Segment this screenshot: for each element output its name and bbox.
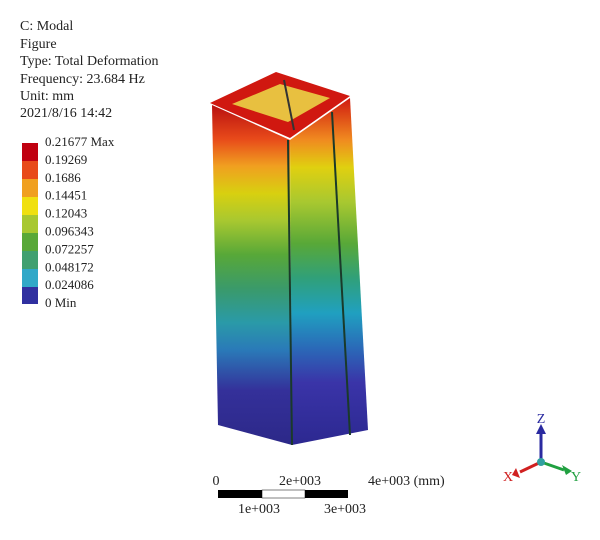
triad-y-head xyxy=(562,465,572,475)
scale-label: 1e+003 xyxy=(238,502,280,517)
column-left-face xyxy=(212,105,292,445)
legend-label: 0.21677 Max xyxy=(45,134,115,149)
legend-label: 0.14451 xyxy=(45,188,87,203)
header-line: C: Modal xyxy=(20,19,73,34)
header-line: Frequency: 23.684 Hz xyxy=(20,72,145,87)
legend-swatch xyxy=(22,143,38,161)
scale-segment xyxy=(261,489,306,499)
triad-origin xyxy=(537,458,545,466)
model xyxy=(210,72,368,446)
scale-segment xyxy=(218,490,262,498)
column-opening xyxy=(232,84,330,122)
scale-bar: 0 2e+003 4e+003 (mm) 1e+003 3e+003 xyxy=(213,474,446,517)
column-right-face xyxy=(290,98,368,445)
legend-label: 0.072257 xyxy=(45,241,94,256)
scale-label: 3e+003 xyxy=(324,502,366,517)
legend-label: 0.19269 xyxy=(45,152,87,167)
legend-swatch xyxy=(22,233,38,251)
header-line: Type: Total Deformation xyxy=(20,54,159,69)
triad-label: Z xyxy=(537,412,546,427)
header: C: Modal Figure Type: Total Deformation … xyxy=(20,19,159,121)
legend-label: 0.024086 xyxy=(45,277,94,292)
triad-label: X xyxy=(503,470,513,485)
scale-segment xyxy=(305,490,348,498)
header-line: Figure xyxy=(20,37,57,52)
header-line: Unit: mm xyxy=(20,89,74,104)
legend-swatch xyxy=(22,269,38,287)
scale-label: 2e+003 xyxy=(279,474,321,489)
legend-label: 0.096343 xyxy=(45,223,94,238)
scale-label: 0 xyxy=(213,474,220,489)
triad-z-head xyxy=(536,424,546,434)
column-seam xyxy=(331,111,351,436)
legend-swatch xyxy=(22,287,38,304)
legend: 0.21677 Max 0.19269 0.1686 0.14451 0.12043 0.… xyxy=(22,134,115,310)
legend-label: 0.12043 xyxy=(45,206,87,221)
legend-swatch xyxy=(22,179,38,197)
legend-label: 0.1686 xyxy=(45,170,81,185)
legend-swatch xyxy=(22,251,38,269)
scale-label: 4e+003 (mm) xyxy=(368,474,445,489)
triad-label: Y xyxy=(571,470,581,485)
legend-swatch xyxy=(22,161,38,179)
axis-triad: Z X Y xyxy=(503,412,581,485)
legend-swatch xyxy=(22,215,38,233)
header-line: 2021/8/16 14:42 xyxy=(20,106,112,121)
triad-x-head xyxy=(512,468,520,478)
column-inner-edge xyxy=(283,79,295,131)
triad-y xyxy=(540,460,565,472)
legend-label: 0 Min xyxy=(45,295,77,310)
column-seam xyxy=(287,139,293,446)
legend-swatch xyxy=(22,197,38,215)
legend-label: 0.048172 xyxy=(45,259,94,274)
